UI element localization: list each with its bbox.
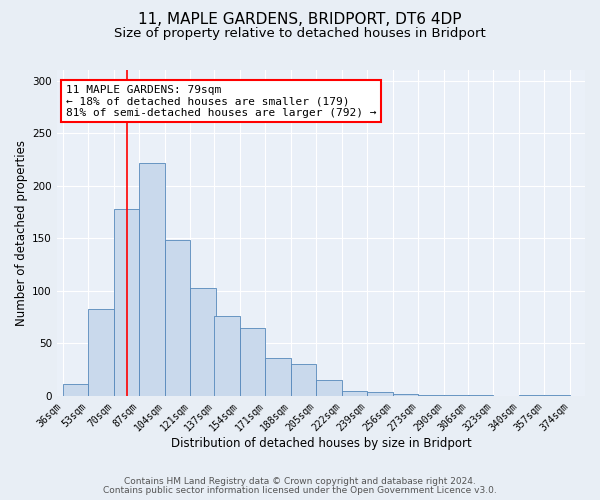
- Bar: [63, 384, 88, 396]
- X-axis label: Distribution of detached houses by size in Bridport: Distribution of detached houses by size …: [170, 437, 471, 450]
- Bar: [165, 240, 190, 396]
- Bar: [519, 395, 544, 396]
- Bar: [393, 394, 418, 396]
- Bar: [139, 162, 165, 396]
- Bar: [544, 395, 570, 396]
- Bar: [367, 392, 393, 396]
- Bar: [316, 380, 342, 396]
- Text: 11, MAPLE GARDENS, BRIDPORT, DT6 4DP: 11, MAPLE GARDENS, BRIDPORT, DT6 4DP: [138, 12, 462, 28]
- Bar: [418, 395, 444, 396]
- Bar: [291, 364, 316, 396]
- Bar: [468, 395, 493, 396]
- Bar: [240, 328, 265, 396]
- Bar: [88, 308, 114, 396]
- Text: Contains public sector information licensed under the Open Government Licence v3: Contains public sector information licen…: [103, 486, 497, 495]
- Bar: [265, 358, 291, 396]
- Bar: [190, 288, 216, 396]
- Bar: [342, 390, 367, 396]
- Text: Contains HM Land Registry data © Crown copyright and database right 2024.: Contains HM Land Registry data © Crown c…: [124, 477, 476, 486]
- Bar: [114, 209, 139, 396]
- Bar: [214, 316, 240, 396]
- Text: Size of property relative to detached houses in Bridport: Size of property relative to detached ho…: [114, 28, 486, 40]
- Text: 11 MAPLE GARDENS: 79sqm
← 18% of detached houses are smaller (179)
81% of semi-d: 11 MAPLE GARDENS: 79sqm ← 18% of detache…: [66, 84, 376, 118]
- Bar: [444, 395, 469, 396]
- Y-axis label: Number of detached properties: Number of detached properties: [15, 140, 28, 326]
